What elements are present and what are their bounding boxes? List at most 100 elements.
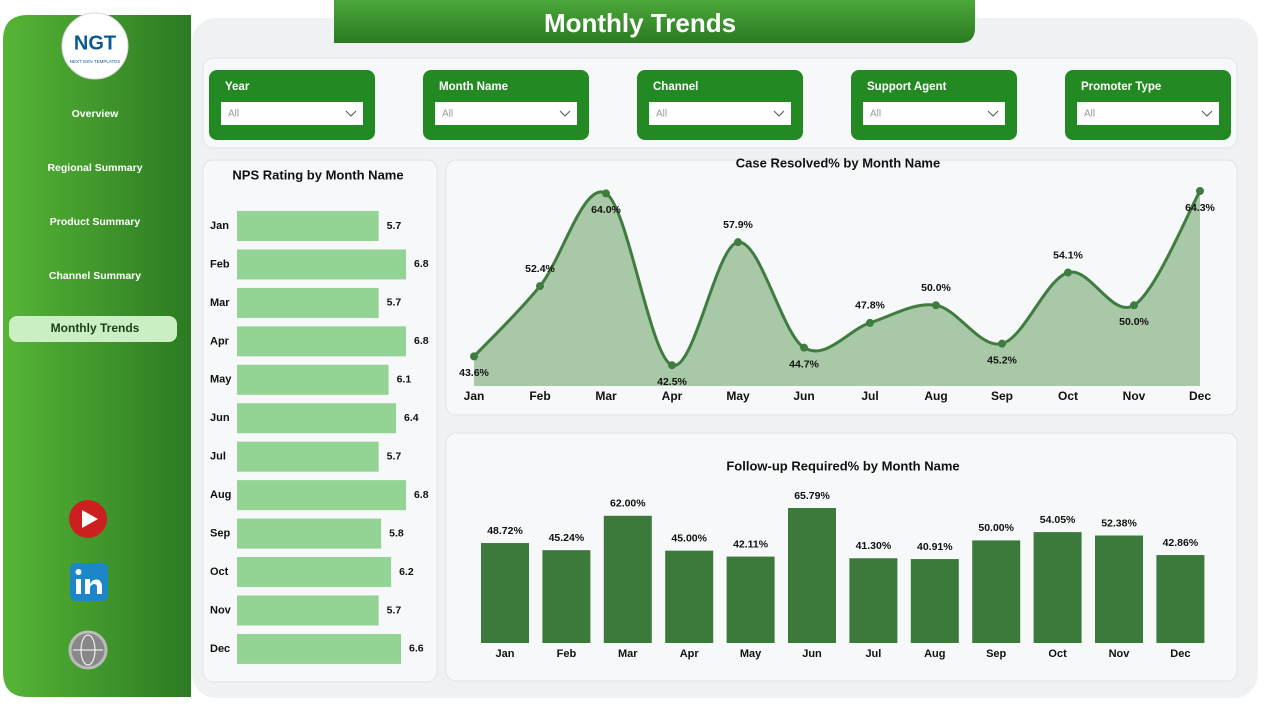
bar xyxy=(1156,555,1205,643)
data-label: 54.1% xyxy=(1053,249,1083,261)
x-tick-label: Aug xyxy=(924,648,945,660)
y-tick-label: May xyxy=(210,374,232,386)
filter-dropdown[interactable] xyxy=(1077,102,1219,125)
bar xyxy=(237,595,379,626)
filter-value: All xyxy=(656,109,667,120)
data-label: 62.00% xyxy=(610,498,646,510)
y-tick-label: Oct xyxy=(210,566,229,578)
point xyxy=(536,282,544,291)
bar xyxy=(603,515,652,643)
x-tick-label: Jul xyxy=(861,389,878,403)
data-label: 6.6 xyxy=(409,643,424,655)
bar xyxy=(237,633,402,664)
point xyxy=(866,318,874,327)
point xyxy=(734,238,742,247)
data-label: 45.2% xyxy=(987,354,1017,366)
bar xyxy=(542,550,591,643)
data-label: 5.7 xyxy=(387,604,402,616)
bar xyxy=(237,287,379,318)
x-tick-label: Sep xyxy=(991,389,1013,403)
y-tick-label: Jun xyxy=(210,412,230,424)
x-tick-label: Oct xyxy=(1048,648,1067,660)
nav-item[interactable]: Channel Summary xyxy=(49,270,141,282)
filter-label: Promoter Type xyxy=(1081,81,1161,93)
filter-label: Support Agent xyxy=(867,81,947,93)
chart-title: Case Resolved% by Month Name xyxy=(736,155,940,170)
y-tick-label: Aug xyxy=(210,489,231,501)
bar xyxy=(1033,532,1082,643)
x-tick-label: Aug xyxy=(924,389,947,403)
chevron xyxy=(345,110,357,117)
point xyxy=(1130,301,1138,310)
y-tick-label: Jul xyxy=(210,451,226,463)
filter-dropdown[interactable] xyxy=(221,102,363,125)
data-label: 64.3% xyxy=(1185,202,1215,214)
data-label: 5.7 xyxy=(387,297,402,309)
data-label: 42.86% xyxy=(1163,537,1199,549)
x-tick-label: Oct xyxy=(1058,389,1078,403)
youtube-play xyxy=(82,510,98,528)
x-tick-label: Jan xyxy=(496,648,515,660)
data-label: 52.38% xyxy=(1101,517,1137,529)
y-tick-label: Apr xyxy=(210,335,230,347)
x-tick-label: Nov xyxy=(1109,648,1131,660)
x-tick-label: Apr xyxy=(662,389,683,403)
point xyxy=(1064,268,1072,277)
filter-value: All xyxy=(228,109,239,120)
point xyxy=(800,343,808,352)
point xyxy=(1196,187,1204,195)
data-label: 6.1 xyxy=(397,374,412,386)
data-label: 5.8 xyxy=(389,527,404,539)
data-label: 45.24% xyxy=(549,532,585,544)
bar xyxy=(665,550,714,643)
filter-label: Channel xyxy=(653,81,698,93)
bar xyxy=(237,403,397,434)
x-tick-label: May xyxy=(726,389,750,403)
filter-label: Year xyxy=(225,81,250,93)
x-tick-label: Jul xyxy=(865,648,881,660)
logo xyxy=(61,12,129,80)
data-label: 40.91% xyxy=(917,541,953,553)
filter-value: All xyxy=(870,109,881,120)
y-tick-label: Mar xyxy=(210,297,230,309)
data-label: 65.79% xyxy=(794,490,830,502)
nav-item[interactable]: Product Summary xyxy=(50,216,141,228)
nav-active[interactable] xyxy=(9,316,177,342)
data-label: 41.30% xyxy=(856,540,892,552)
data-label: 50.0% xyxy=(1119,316,1149,328)
bar xyxy=(237,441,379,472)
bar xyxy=(788,508,836,643)
chart-title: NPS Rating by Month Name xyxy=(232,167,403,182)
data-label: 54.05% xyxy=(1040,514,1076,526)
x-tick-label: Mar xyxy=(595,389,617,403)
bar xyxy=(237,518,382,549)
x-tick-label: Dec xyxy=(1189,389,1211,403)
x-tick-label: Nov xyxy=(1123,389,1146,403)
data-label: 45.00% xyxy=(671,532,707,544)
data-label: 64.0% xyxy=(591,204,621,216)
bar xyxy=(237,364,389,395)
nav-item[interactable]: Overview xyxy=(72,108,120,120)
logo-tagline: NEXT GEN TEMPLATES xyxy=(70,59,121,64)
data-label: 44.7% xyxy=(789,358,819,370)
x-tick-label: May xyxy=(740,648,762,660)
nav-item[interactable]: Monthly Trends xyxy=(51,321,140,335)
bar xyxy=(237,480,406,511)
filter-dropdown[interactable] xyxy=(435,102,577,125)
data-label: 48.72% xyxy=(487,525,523,537)
bar xyxy=(237,211,379,241)
data-label: 6.8 xyxy=(414,258,429,270)
filter-dropdown[interactable] xyxy=(649,102,791,125)
y-tick-label: Dec xyxy=(210,643,230,655)
chevron xyxy=(559,110,571,117)
bar xyxy=(237,557,392,588)
data-label: 6.8 xyxy=(414,489,429,501)
nav-item[interactable]: Regional Summary xyxy=(47,162,142,174)
data-label: 6.8 xyxy=(414,335,429,347)
point xyxy=(668,361,676,370)
bar xyxy=(910,559,959,643)
data-label: 6.4 xyxy=(404,412,419,424)
filter-dropdown[interactable] xyxy=(863,102,1005,125)
data-label: 57.9% xyxy=(723,219,753,231)
